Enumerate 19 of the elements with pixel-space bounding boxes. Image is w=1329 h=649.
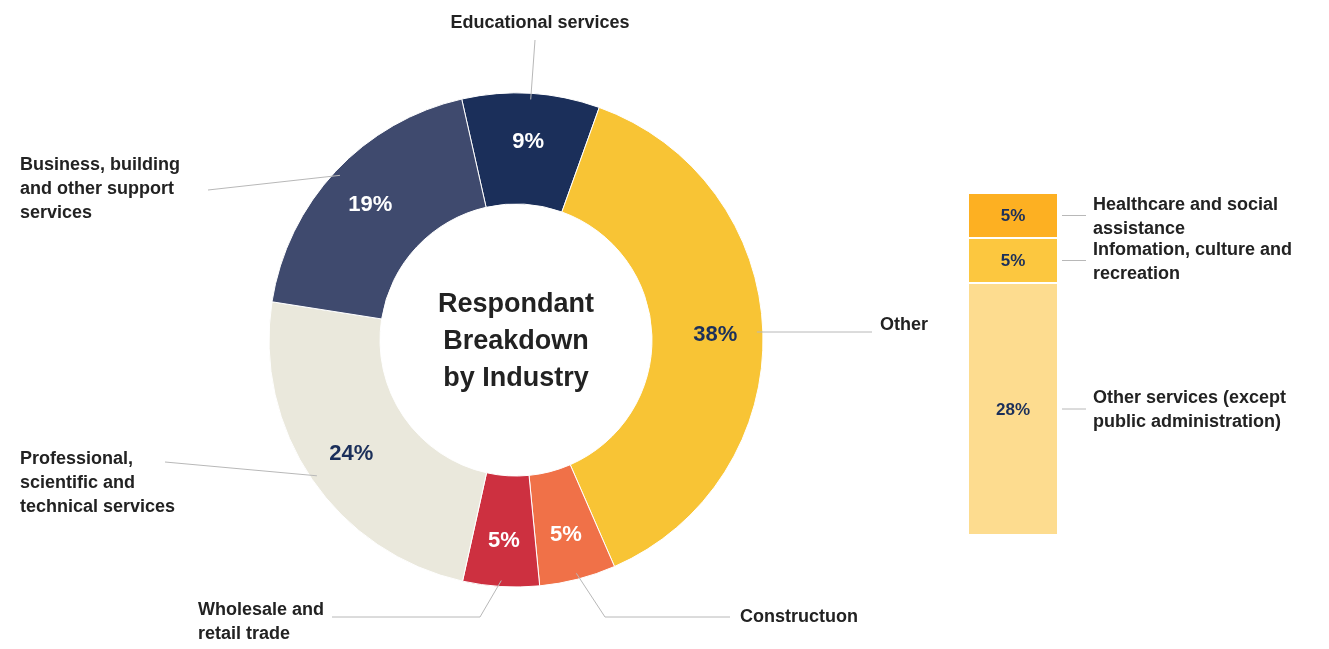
slice-label: Business, building and other support services [20, 154, 181, 222]
slice-label: Professional, scientific and technical services [20, 448, 176, 516]
series-label: Infomation, culture and recreation [1093, 238, 1293, 283]
data-label: 9% [512, 128, 545, 154]
data-label: 5% [1000, 251, 1026, 270]
text: Respondant Breakdown by Industry [437, 288, 595, 392]
slice-label: Other [880, 314, 929, 334]
data-label: 19% [348, 191, 393, 217]
data-label: 5% [487, 526, 520, 552]
data-label: 28% [995, 399, 1031, 419]
data-label: 5% [1000, 206, 1026, 225]
data-label: 5% [550, 520, 582, 546]
series-label: Healthcare and social assistance [1093, 193, 1279, 238]
series-label: Other services (except public administration) [1093, 387, 1287, 431]
data-label: 24% [329, 439, 374, 465]
data-label: 38% [693, 320, 738, 346]
slice-label: Constructuon [740, 606, 858, 626]
slice-label: Wholesale and retail trade [198, 599, 325, 643]
slice-label: Educational services [450, 12, 630, 32]
